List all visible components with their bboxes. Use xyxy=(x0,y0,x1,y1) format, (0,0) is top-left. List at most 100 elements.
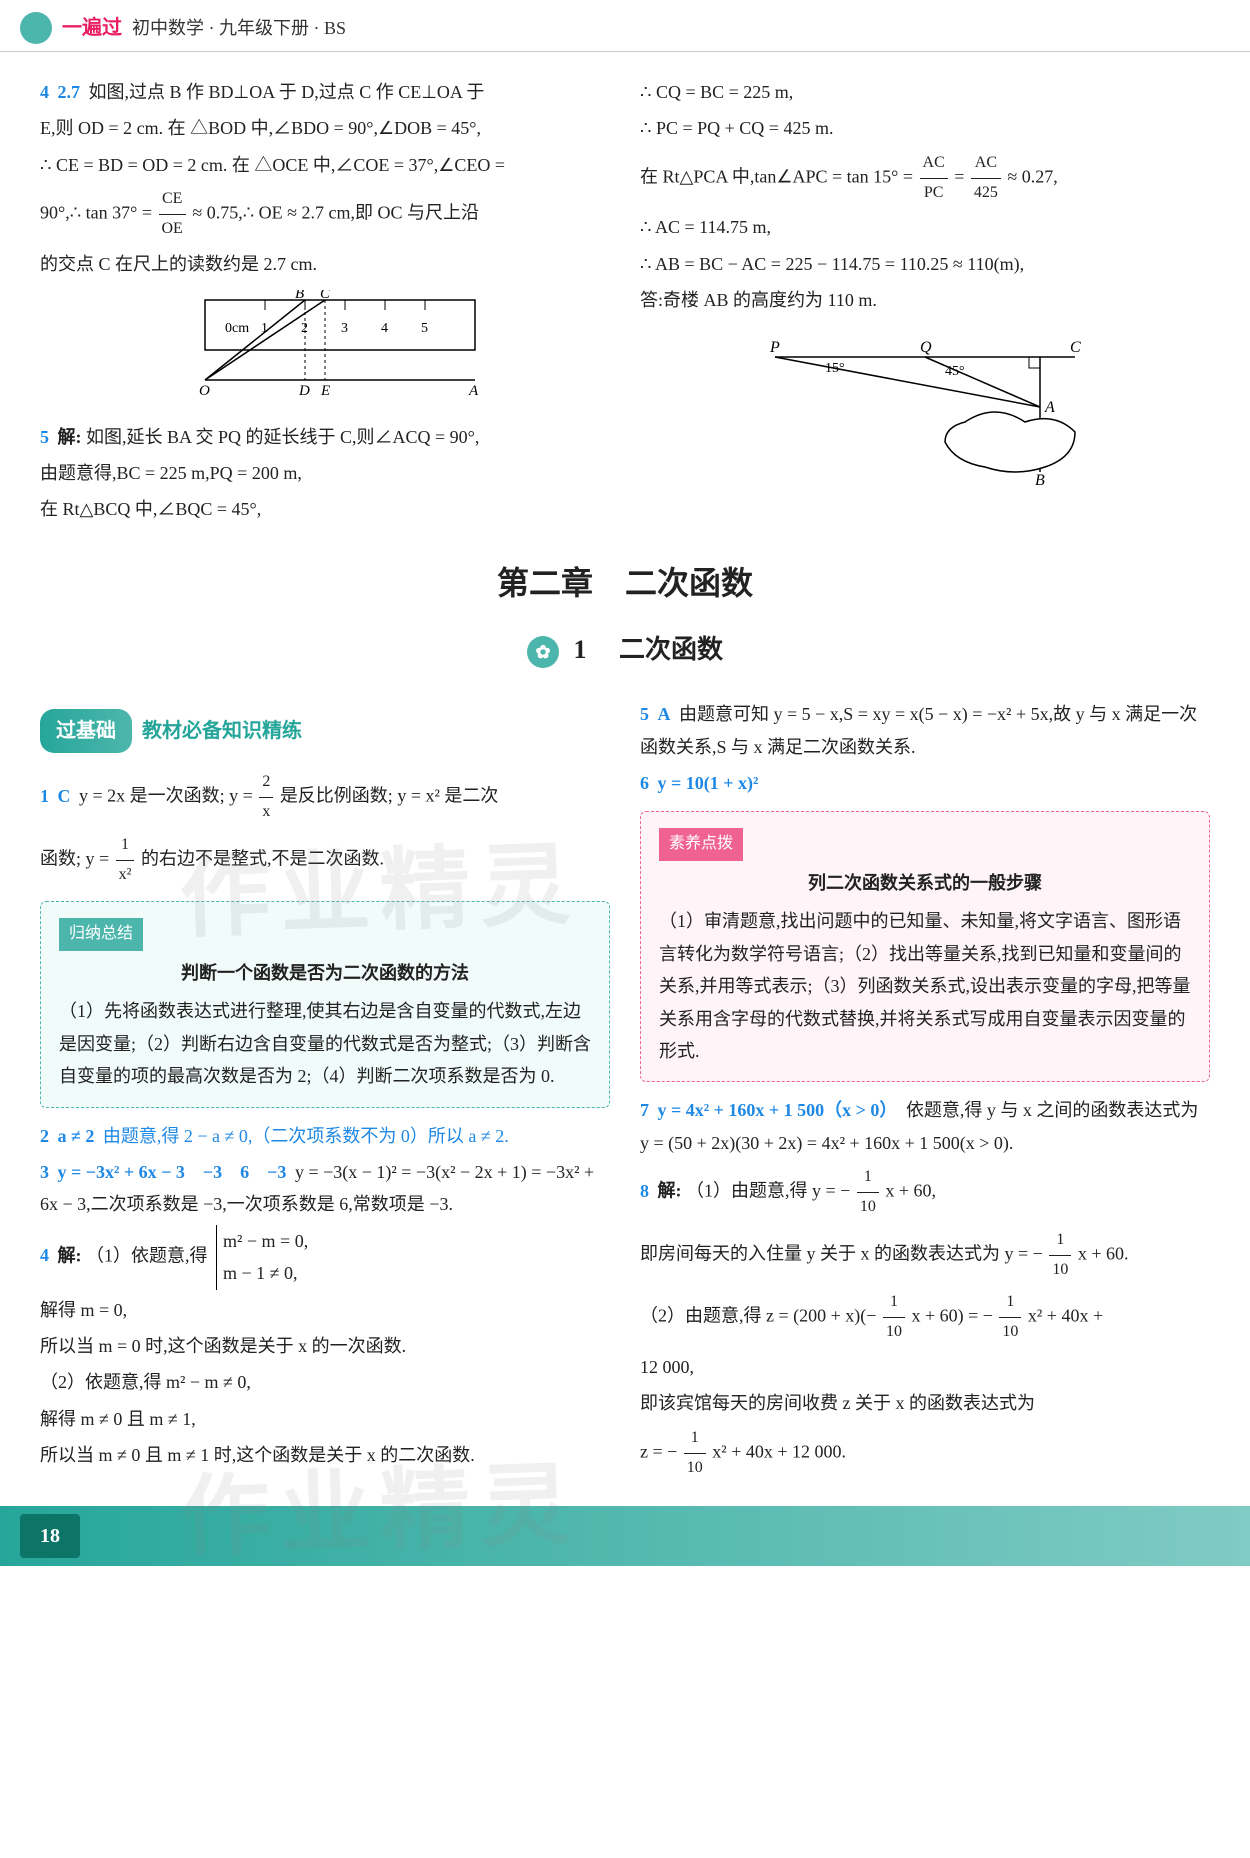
q4-number: 4 xyxy=(40,82,49,102)
q1-answer: C xyxy=(58,786,71,806)
q4b-text: （1）依题意,得 xyxy=(86,1245,208,1265)
q1-text: 函数; y = xyxy=(40,848,114,868)
q5b-number: 5 xyxy=(640,704,649,724)
q6-number: 6 xyxy=(640,773,649,793)
svg-text:A: A xyxy=(468,383,479,399)
q3-number: 3 xyxy=(40,1162,49,1182)
svg-text:B: B xyxy=(1035,472,1045,487)
basics-subtitle: 教材必备知识精练 xyxy=(142,713,302,749)
q5-line: 由题意得,BC = 225 m,PQ = 200 m, xyxy=(40,457,610,489)
fraction: AC PC xyxy=(920,149,948,208)
q5-label: 解: xyxy=(58,427,82,447)
q2-answer: a ≠ 2 xyxy=(58,1126,95,1146)
q8-line: 12 000, xyxy=(640,1351,1210,1383)
summary-body: （1）先将函数表达式进行整理,使其右边是含自变量的代数式,左边是因变量;（2）判… xyxy=(59,995,591,1092)
q8-text: x + 60) = − xyxy=(911,1306,997,1326)
q6-answer: y = 10(1 + x)² xyxy=(658,773,759,793)
q4b-number: 4 xyxy=(40,1245,49,1265)
logo-icon xyxy=(20,12,52,44)
svg-text:2: 2 xyxy=(301,321,308,336)
q3-answer: y = −3x² + 6x − 3 −3 6 −3 xyxy=(58,1162,287,1182)
series-title: 一遍过 xyxy=(62,10,122,46)
svg-text:B: B xyxy=(295,290,304,302)
q8-text: z = − xyxy=(640,1441,682,1461)
fraction: AC 425 xyxy=(971,149,1001,208)
bottom-left-column: 过基础 教材必备知识精练 1 C y = 2x 是一次函数; y = 2 x 是… xyxy=(40,694,610,1486)
q8-text: x² + 40x + 12 000. xyxy=(712,1441,846,1461)
q4-line: 的交点 C 在尺上的读数约是 2.7 cm. xyxy=(40,248,610,280)
section-title: 1 二次函数 xyxy=(40,627,1210,674)
q2-body: 由题意,得 2 − a ≠ 0,（二次项系数不为 0）所以 a ≠ 2. xyxy=(103,1126,509,1146)
q1-text: 的右边不是整式,不是二次函数. xyxy=(141,848,384,868)
star-icon xyxy=(527,636,559,668)
svg-text:C: C xyxy=(1070,339,1081,356)
q8-text: x² + 40x + xyxy=(1028,1306,1103,1326)
q5b-answer: A xyxy=(658,704,671,724)
r3-text: 在 Rt△PCA 中,tan∠APC = tan 15° = xyxy=(640,166,918,186)
summary-title: 判断一个函数是否为二次函数的方法 xyxy=(59,957,591,989)
svg-text:A: A xyxy=(1044,399,1055,416)
q4-answer: 2.7 xyxy=(58,82,81,102)
top-right-column: ∴ CQ = BC = 225 m, ∴ PC = PQ + CQ = 425 … xyxy=(640,72,1210,530)
fraction: 1 10 xyxy=(857,1163,879,1222)
q8-text: x + 60. xyxy=(1078,1243,1129,1263)
summary-box-pink: 素养点拨 列二次函数关系式的一般步骤 （1）审清题意,找出问题中的已知量、未知量… xyxy=(640,811,1210,1082)
svg-text:5: 5 xyxy=(421,321,428,336)
svg-text:P: P xyxy=(769,339,780,356)
summary-tag-pink: 素养点拨 xyxy=(659,828,743,861)
svg-text:0cm: 0cm xyxy=(225,321,249,336)
q8-text: （2）由题意,得 z = (200 + x)(− xyxy=(640,1306,881,1326)
page-number: 18 xyxy=(20,1514,80,1558)
summary-tag: 归纳总结 xyxy=(59,918,143,951)
q4b-line: 所以当 m ≠ 0 且 m ≠ 1 时,这个函数是关于 x 的二次函数. xyxy=(40,1439,610,1471)
svg-text:O: O xyxy=(199,383,210,399)
fraction: CE OE xyxy=(159,185,186,244)
q4b-label: 解: xyxy=(58,1245,82,1265)
svg-text:C: C xyxy=(320,290,331,302)
r3-text: = xyxy=(954,166,969,186)
q4-text: 90°,∴ tan 37° = xyxy=(40,203,157,223)
q4-text: 如图,过点 B 作 BD⊥OA 于 D,过点 C 作 CE⊥OA 于 xyxy=(89,82,485,102)
r3-text: ≈ 0.27, xyxy=(1007,166,1057,186)
q2-number: 2 xyxy=(40,1126,49,1146)
q5-line: 在 Rt△BCQ 中,∠BQC = 45°, xyxy=(40,493,610,525)
top-left-column: 4 2.7 如图,过点 B 作 BD⊥OA 于 D,过点 C 作 CE⊥OA 于… xyxy=(40,72,610,530)
svg-text:E: E xyxy=(320,383,330,399)
fraction: 1 10 xyxy=(883,1288,905,1347)
q8-text: x + 60, xyxy=(885,1181,936,1201)
q8-text: （1）由题意,得 y = − xyxy=(686,1181,855,1201)
fraction: 1 10 xyxy=(684,1424,706,1483)
q5b-body: 由题意可知 y = 5 − x,S = xy = x(5 − x) = −x² … xyxy=(640,704,1197,756)
q4b-line: 解得 m ≠ 0 且 m ≠ 1, xyxy=(40,1403,610,1435)
ruler-diagram: 0cm 1 2 3 4 5 O D E A B xyxy=(40,290,610,410)
q5-text: 如图,延长 BA 交 PQ 的延长线于 C,则∠ACQ = 90°, xyxy=(86,427,479,447)
q5-number: 5 xyxy=(40,427,49,447)
svg-text:15°: 15° xyxy=(825,361,845,376)
page-footer: 18 xyxy=(0,1506,1250,1566)
fraction: 1 10 xyxy=(999,1288,1021,1347)
q8-text: 即房间每天的入住量 y 关于 x 的函数表达式为 y = − xyxy=(640,1243,1047,1263)
chapter-title: 第二章 二次函数 xyxy=(40,555,1210,613)
svg-text:4: 4 xyxy=(381,321,388,336)
q1-number: 1 xyxy=(40,786,49,806)
svg-text:3: 3 xyxy=(341,321,348,336)
bottom-right-column: 5 A 由题意可知 y = 5 − x,S = xy = x(5 − x) = … xyxy=(640,694,1210,1486)
q8-line: 即该宾馆每天的房间收费 z 关于 x 的函数表达式为 xyxy=(640,1387,1210,1419)
q4-line: ∴ CE = BD = OD = 2 cm. 在 △OCE 中,∠COE = 3… xyxy=(40,149,610,181)
summary-box: 归纳总结 判断一个函数是否为二次函数的方法 （1）先将函数表达式进行整理,使其右… xyxy=(40,901,610,1107)
q1-text: y = 2x 是一次函数; y = xyxy=(79,786,257,806)
svg-text:Q: Q xyxy=(920,339,932,356)
q4b-line: 所以当 m = 0 时,这个函数是关于 x 的一次函数. xyxy=(40,1330,610,1362)
q4-line: E,则 OD = 2 cm. 在 △BOD 中,∠BDO = 90°,∠DOB … xyxy=(40,112,610,144)
svg-text:D: D xyxy=(298,383,310,399)
book-title: 初中数学 · 九年级下册 · BS xyxy=(132,12,346,44)
svg-text:45°: 45° xyxy=(945,364,965,379)
fraction: 2 x xyxy=(259,768,273,827)
r-line: 答:奇楼 AB 的高度约为 110 m. xyxy=(640,284,1210,316)
q4-text: ≈ 0.75,∴ OE ≈ 2.7 cm,即 OC 与尺上沿 xyxy=(192,203,479,223)
r-line: ∴ CQ = BC = 225 m, xyxy=(640,76,1210,108)
q1-text: 是反比例函数; y = x² 是二次 xyxy=(280,786,499,806)
fraction: 1 x² xyxy=(116,831,135,890)
r-line: ∴ AC = 114.75 m, xyxy=(640,211,1210,243)
fraction: 1 10 xyxy=(1049,1226,1071,1285)
